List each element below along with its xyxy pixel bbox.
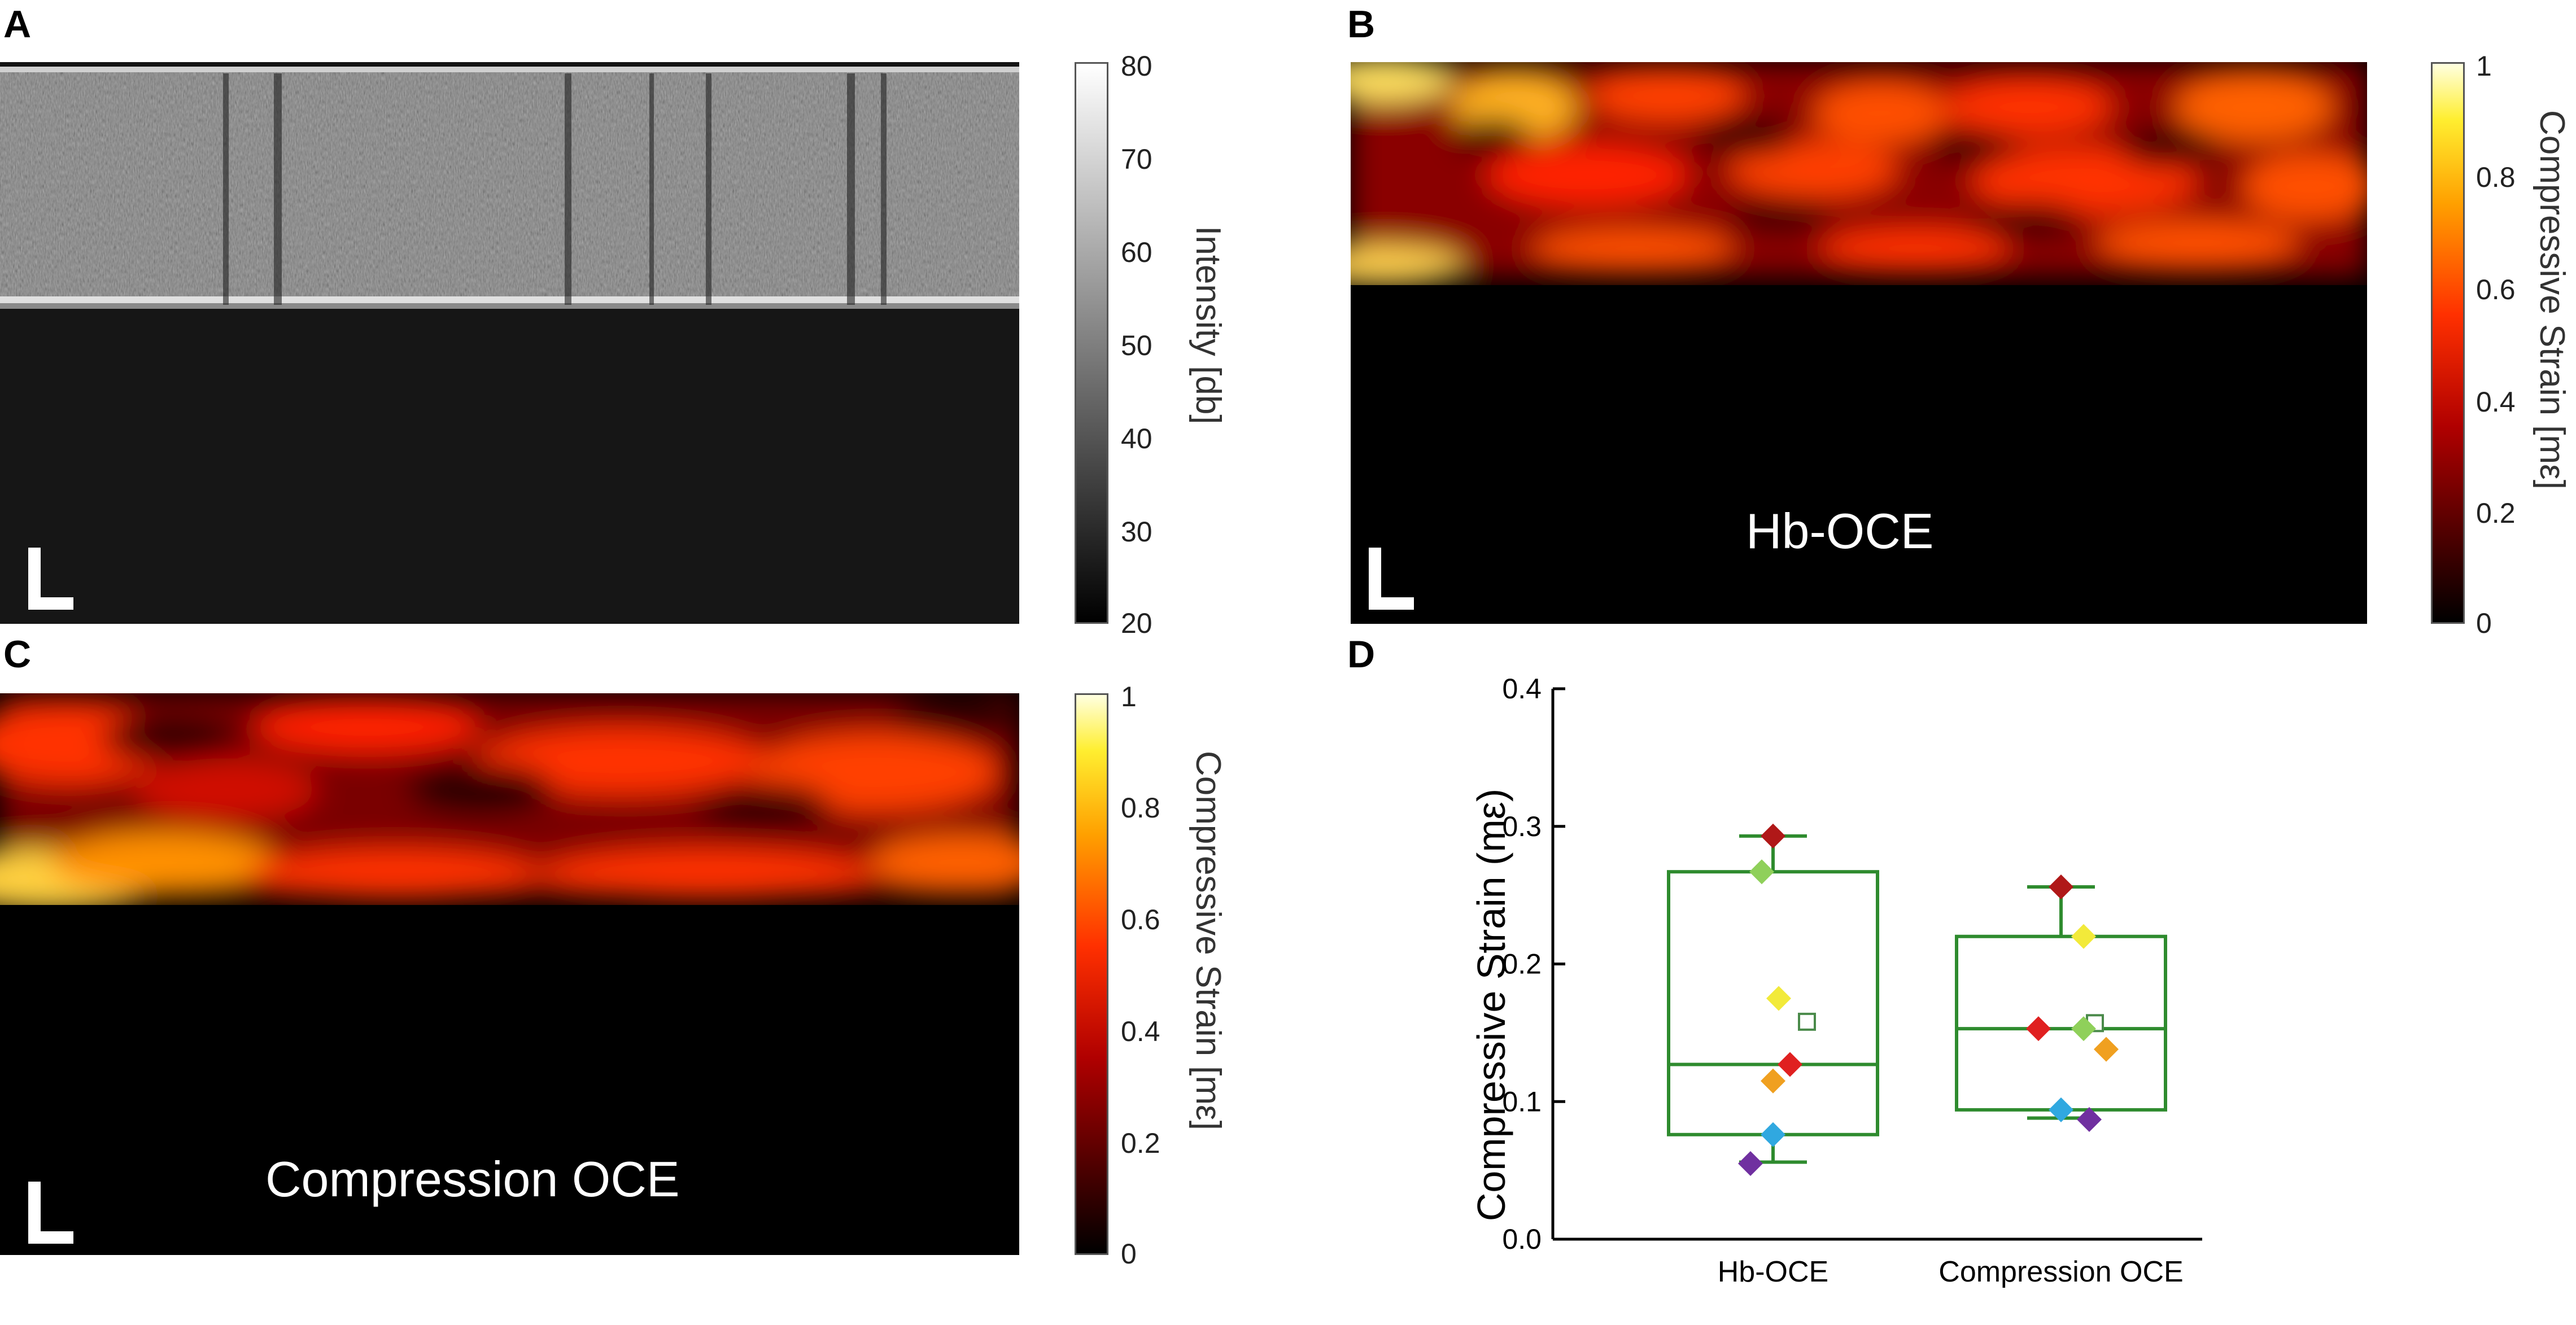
panel-a-tick-2: 60 xyxy=(1121,237,1152,268)
panel-a-colorbar-title: Intensity [db] xyxy=(1189,226,1228,425)
panel-a-colorbar xyxy=(1075,62,1108,624)
data-point xyxy=(2071,924,2096,949)
panel-c-tick-1: 0.8 xyxy=(1121,792,1160,824)
data-point xyxy=(1749,859,1774,885)
panel-c-tick-3: 0.4 xyxy=(1121,1016,1160,1047)
panel-a-tick-6: 20 xyxy=(1121,607,1152,639)
panel-a-letter: A xyxy=(3,3,32,46)
y-ticks: 0.0 0.1 0.2 0.3 0.4 xyxy=(1502,673,1565,1255)
data-point xyxy=(2026,1016,2051,1042)
y-axis-label: Compressive Strain (mε) xyxy=(1469,789,1513,1221)
panel-a-tick-1: 70 xyxy=(1121,143,1152,175)
panel-b-scale-bar xyxy=(1369,548,1414,610)
panel-b-colorbar xyxy=(2431,62,2465,624)
panel-a-scale-bar xyxy=(28,548,73,610)
panel-b-letter: B xyxy=(1347,3,1376,46)
panel-c-tick-4: 0.2 xyxy=(1121,1127,1160,1159)
y-tick-label: 0.1 xyxy=(1502,1086,1542,1117)
panel-b-tick-2: 0.6 xyxy=(2476,274,2516,305)
panel-c-tick-5: 0 xyxy=(1121,1238,1137,1270)
panel-b-tick-3: 0.4 xyxy=(2476,386,2516,418)
panel-d-box-plot: 0.0 0.1 0.2 0.3 0.4 Hb-OCE Compression OCE Co… xyxy=(1469,673,2202,1288)
data-point xyxy=(2094,1037,2119,1062)
panel-a-oct-image xyxy=(0,62,1019,624)
box-iqr xyxy=(1955,934,2167,1112)
data-point xyxy=(2071,1016,2096,1042)
panel-b-tick-5: 0 xyxy=(2476,607,2492,639)
category-labels: Hb-OCE Compression OCE xyxy=(1718,1256,2184,1288)
panel-c-tick-0: 1 xyxy=(1121,681,1137,712)
category-label: Compression OCE xyxy=(1938,1256,2183,1288)
panel-c-colorbar-title: Compressive Strain [mε] xyxy=(1189,751,1228,1130)
data-point xyxy=(1738,1151,1763,1176)
panel-c-scale-bar xyxy=(28,1182,73,1244)
panel-b-strain-image: Hb-OCE xyxy=(1351,62,2367,624)
data-point xyxy=(1761,1068,1785,1094)
panel-b-tick-0: 1 xyxy=(2476,50,2492,82)
data-point xyxy=(1778,1052,1802,1077)
panel-b-method-label: Hb-OCE xyxy=(1746,503,1934,559)
panel-a-tick-4: 40 xyxy=(1121,423,1152,454)
data-point xyxy=(1766,986,1791,1011)
y-tick-label: 0.4 xyxy=(1502,673,1542,705)
data-point xyxy=(2077,1107,2102,1132)
panel-c-letter: C xyxy=(3,633,32,676)
panel-a-tick-3: 50 xyxy=(1121,330,1152,361)
panel-b-colorbar-title: Compressive Strain [mε] xyxy=(2533,110,2571,489)
panel-c-tick-2: 0.6 xyxy=(1121,904,1160,935)
y-tick-label: 0.2 xyxy=(1502,948,1542,980)
panel-c-method-label: Compression OCE xyxy=(265,1151,680,1207)
data-point xyxy=(1761,1122,1785,1147)
data-point xyxy=(1761,823,1785,849)
data-points xyxy=(1738,823,2119,1176)
mean-marker xyxy=(1798,1012,1816,1031)
data-point xyxy=(2049,1097,2073,1122)
panel-c-colorbar xyxy=(1075,693,1108,1255)
panel-b-tick-4: 0.2 xyxy=(2476,497,2516,529)
y-tick-label: 0.0 xyxy=(1502,1223,1542,1255)
panel-d-letter: D xyxy=(1347,633,1376,676)
panel-b-tick-1: 0.8 xyxy=(2476,161,2516,193)
panel-c-strain-image: Compression OCE xyxy=(0,693,1019,1255)
data-point xyxy=(2049,874,2073,899)
panel-a-tick-5: 30 xyxy=(1121,516,1152,548)
y-tick-label: 0.3 xyxy=(1502,811,1542,842)
panel-a-tick-0: 80 xyxy=(1121,50,1152,82)
category-label: Hb-OCE xyxy=(1718,1256,1828,1288)
